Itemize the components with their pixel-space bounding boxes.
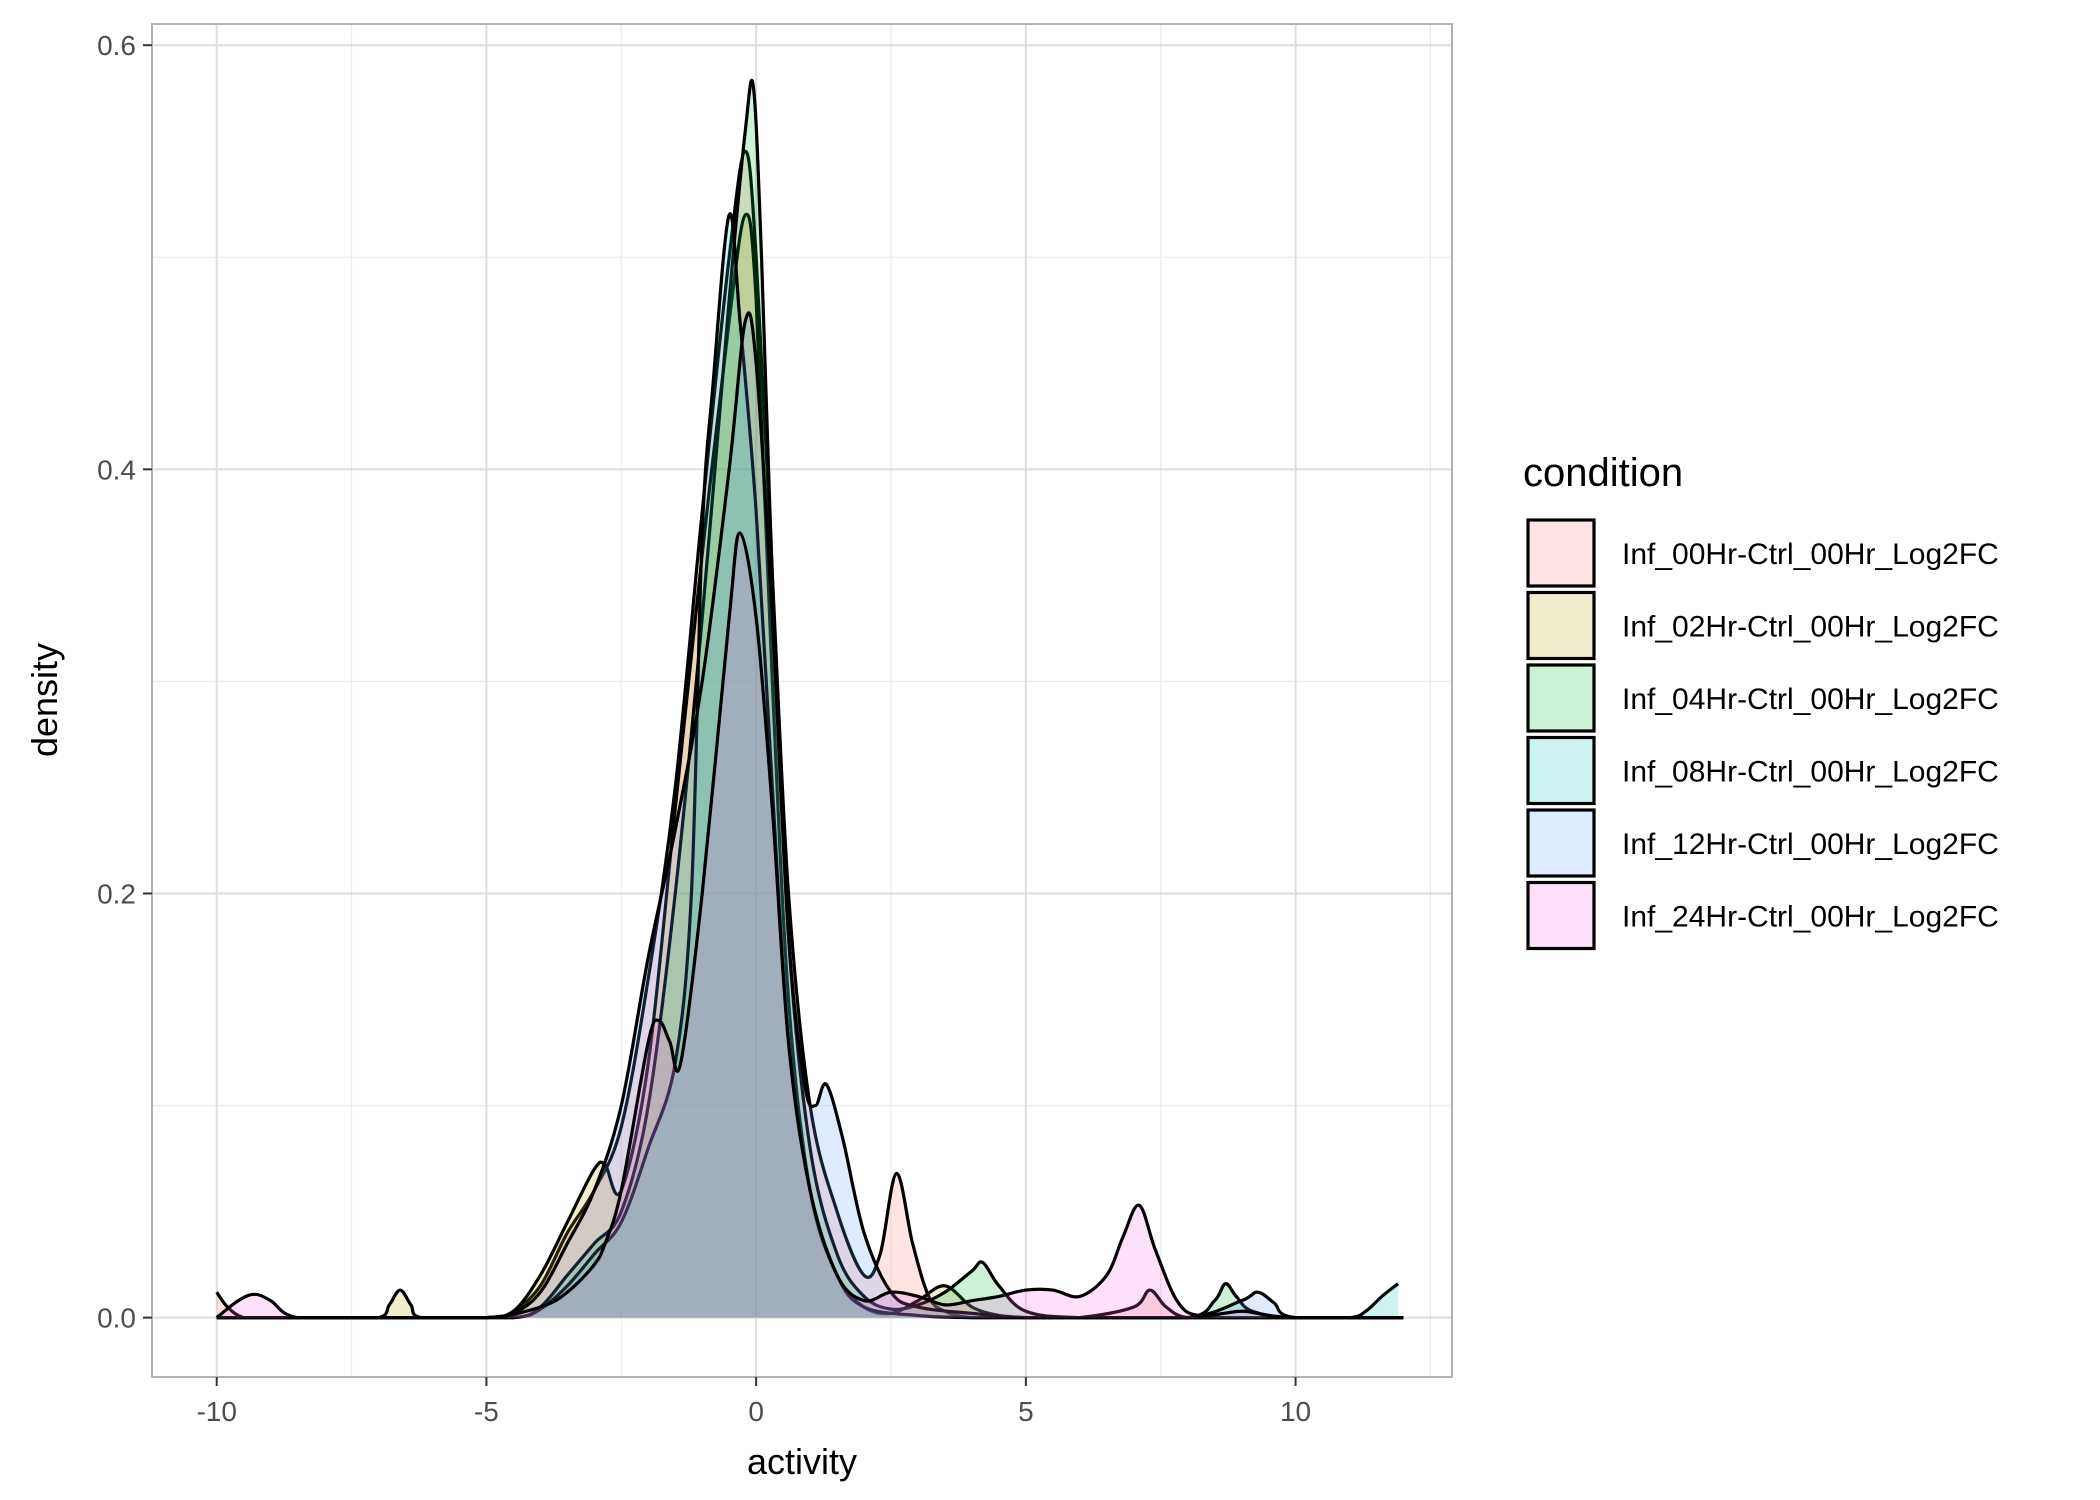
legend-label: Inf_08Hr-Ctrl_00Hr_Log2FC <box>1622 756 1999 789</box>
legend-label: Inf_04Hr-Ctrl_00Hr_Log2FC <box>1622 683 1999 716</box>
x-tick-label: -10 <box>196 1396 236 1427</box>
legend-key-swatch <box>1526 880 1596 951</box>
legend-label: Inf_12Hr-Ctrl_00Hr_Log2FC <box>1622 828 1999 861</box>
legend-label: Inf_24Hr-Ctrl_00Hr_Log2FC <box>1622 901 1999 934</box>
y-tick-label: 0.0 <box>97 1303 136 1334</box>
y-tick-label: 0.4 <box>97 454 136 485</box>
legend-items: Inf_00Hr-Ctrl_00Hr_Log2FC Inf_02Hr-Ctrl_0… <box>1526 518 1999 951</box>
legend-key-background <box>1528 592 1594 659</box>
density-line-4 <box>216 311 1404 1320</box>
x-axis: -10 -5 0 5 10 <box>196 1377 1311 1427</box>
legend-key-swatch <box>1526 590 1596 661</box>
legend-key-background <box>1528 737 1594 804</box>
legend-item: Inf_02Hr-Ctrl_00Hr_Log2FC <box>1526 590 1999 661</box>
x-tick-label: 0 <box>748 1396 764 1427</box>
density-line-5 <box>215 531 1404 1320</box>
legend-item: Inf_04Hr-Ctrl_00Hr_Log2FC <box>1526 663 1999 733</box>
x-tick-label: 10 <box>1280 1396 1311 1427</box>
density-areas <box>215 78 1404 1320</box>
legend-key-background <box>1528 882 1594 949</box>
legend-key-background <box>1528 665 1594 731</box>
legend-label: Inf_00Hr-Ctrl_00Hr_Log2FC <box>1622 538 1999 571</box>
legend-title: condition <box>1523 451 1683 495</box>
legend-key-swatch <box>1526 518 1596 588</box>
legend-item: Inf_08Hr-Ctrl_00Hr_Log2FC <box>1526 735 1999 806</box>
legend-key-background <box>1528 810 1594 876</box>
y-axis: 0.0 0.2 0.4 0.6 <box>97 30 152 1334</box>
legend: condition Inf_00Hr-Ctrl_00Hr_Log2FCInf_0… <box>1523 451 1999 951</box>
plot-panel-border <box>151 23 1453 1378</box>
legend-key-swatch <box>1526 735 1596 806</box>
legend-item: Inf_24Hr-Ctrl_00Hr_Log2FC <box>1526 880 1999 951</box>
legend-item: Inf_00Hr-Ctrl_00Hr_Log2FC <box>1526 518 1999 588</box>
y-axis-title: density <box>24 643 65 757</box>
legend-item: Inf_12Hr-Ctrl_00Hr_Log2FC <box>1526 808 1999 878</box>
legend-key-background <box>1528 520 1594 586</box>
legend-key-swatch <box>1526 808 1596 878</box>
x-tick-label: -5 <box>474 1396 499 1427</box>
y-tick-label: 0.2 <box>97 878 136 909</box>
x-tick-label: 5 <box>1018 1396 1034 1427</box>
x-axis-title: activity <box>747 1441 857 1482</box>
grid-minor <box>152 24 1452 1377</box>
y-tick-label: 0.6 <box>97 30 136 61</box>
legend-key-swatch <box>1526 663 1596 733</box>
legend-label: Inf_02Hr-Ctrl_00Hr_Log2FC <box>1622 611 1999 644</box>
density-area-4 <box>216 312 1404 1318</box>
